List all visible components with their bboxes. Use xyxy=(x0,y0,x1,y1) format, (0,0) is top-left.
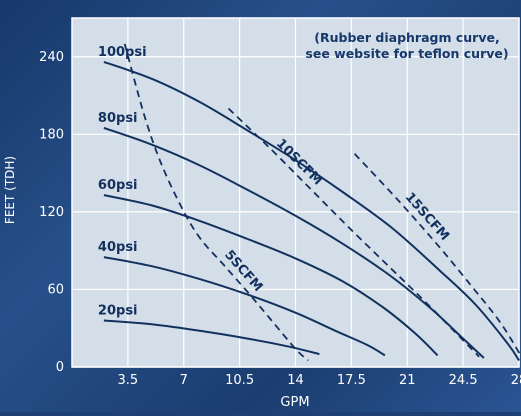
annotation-line-1: (Rubber diaphragm curve, xyxy=(314,30,499,45)
x-tick-label: 21 xyxy=(399,373,416,388)
pressure-curve-60psi xyxy=(103,194,439,357)
grid-lines xyxy=(71,17,520,368)
pressure-curve-label: 60psi xyxy=(98,178,138,193)
annotation-line-2: see website for teflon curve) xyxy=(305,46,508,61)
y-tick-label: 0 xyxy=(56,360,64,375)
performance-curves xyxy=(103,43,521,362)
axis-ticks: 3.5 7 10.5 14 17.5 21 24.5 28 0 60 120 180 240 xyxy=(39,50,521,388)
x-tick-label: 28 xyxy=(511,373,521,388)
x-tick-label: 14 xyxy=(287,373,304,388)
pressure-curve-label: 80psi xyxy=(98,111,138,126)
air-curve-5SCFM xyxy=(123,43,309,362)
y-tick-label: 180 xyxy=(39,127,64,142)
x-tick-label: 3.5 xyxy=(118,373,139,388)
pressure-curve-20psi xyxy=(103,319,320,356)
x-tick-label: 17.5 xyxy=(337,373,366,388)
plot-border xyxy=(71,17,520,368)
pressure-curve-label: 20psi xyxy=(98,303,138,318)
pressure-curve-label: 100psi xyxy=(98,45,147,60)
pressure-curve-80psi xyxy=(103,126,485,359)
air-curve-10SCFM xyxy=(227,107,480,358)
pressure-curve-40psi xyxy=(103,256,386,357)
x-tick-label: 7 xyxy=(180,373,188,388)
y-tick-label: 120 xyxy=(39,205,64,220)
x-tick-label: 10.5 xyxy=(225,373,254,388)
air-curve-15SCFM xyxy=(353,153,521,358)
pressure-curve-100psi xyxy=(103,60,520,362)
y-tick-label: 240 xyxy=(39,50,64,65)
x-axis-label: GPM xyxy=(280,395,309,410)
y-tick-label: 60 xyxy=(47,282,64,297)
pressure-curve-label: 40psi xyxy=(98,240,138,255)
y-axis-label: FEET (TDH) xyxy=(3,156,17,224)
x-tick-label: 24.5 xyxy=(449,373,478,388)
